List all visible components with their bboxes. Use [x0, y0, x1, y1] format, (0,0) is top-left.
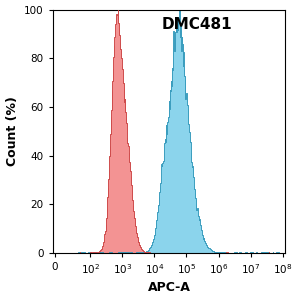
X-axis label: APC-A: APC-A — [148, 281, 190, 294]
Y-axis label: Count (%): Count (%) — [6, 96, 18, 166]
Text: DMC481: DMC481 — [162, 17, 232, 32]
